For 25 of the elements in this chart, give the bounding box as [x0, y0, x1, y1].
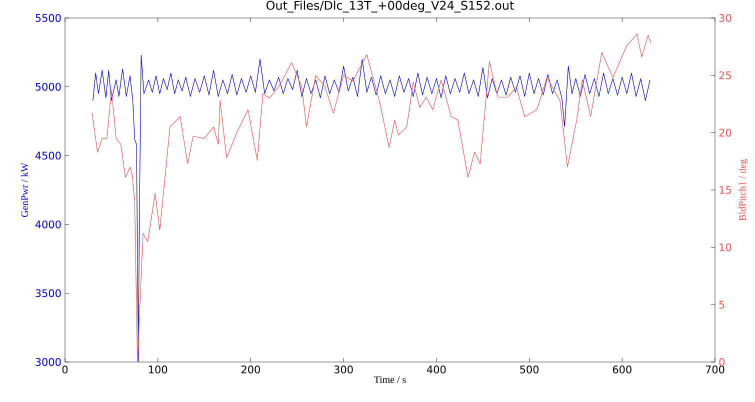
y2-tick-label: 15: [720, 186, 731, 194]
y2-tick-label: 10: [720, 243, 732, 252]
x-tick-label: 500: [520, 366, 539, 374]
x-tick-label: 600: [612, 366, 632, 374]
y2-tick-label: 25: [719, 71, 731, 80]
x-tick-label: 700: [706, 366, 724, 374]
y2-tick-label: 5: [719, 300, 724, 309]
y2-tick-label: 0: [719, 358, 724, 366]
y2-axis-title: BldPitch1 / deg: [738, 159, 748, 221]
y2-tick-label: 20: [719, 128, 732, 137]
x-tick-label: 100: [149, 366, 168, 374]
y-axis-title: GenPwr / kW: [20, 162, 28, 217]
x-tick-label: 200: [242, 366, 260, 374]
y-tick-label: 5000: [36, 82, 61, 91]
y-tick-label: 3000: [36, 358, 61, 366]
x-tick-label: 400: [426, 366, 446, 374]
y-tick-label: 5500: [36, 14, 61, 22]
chart-title: Out_Files/Dlc_13T_+00deg_V24_S152.out: [266, 0, 514, 12]
y2-tick-label: 30: [719, 14, 732, 22]
x-tick-label: 300: [334, 366, 353, 374]
y-tick-label: 4000: [35, 220, 61, 228]
x-tick-label: 0: [62, 366, 68, 374]
x-axis-title: Time / s: [374, 376, 406, 383]
y-tick-label: 4500: [35, 152, 61, 160]
y-tick-label: 3500: [36, 289, 61, 298]
